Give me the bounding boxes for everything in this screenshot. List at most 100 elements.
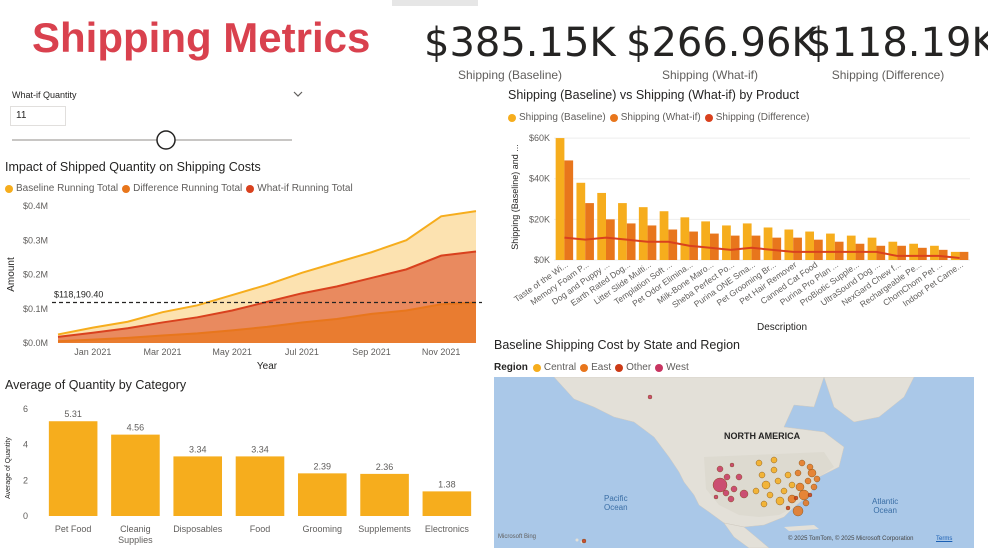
category-bar[interactable] (173, 456, 223, 516)
bar-whatif[interactable] (668, 229, 678, 260)
map-bubble-west[interactable] (727, 495, 735, 503)
map-bubble-central[interactable] (775, 496, 785, 506)
category-bar[interactable] (297, 473, 347, 516)
bar-whatif[interactable] (959, 251, 969, 260)
legend-item[interactable]: East (580, 362, 611, 373)
map-bubble-central[interactable] (780, 487, 788, 495)
map-bubble-west[interactable] (739, 489, 749, 499)
area-series-fill[interactable] (58, 302, 476, 343)
bar-baseline[interactable] (867, 237, 877, 260)
map-bubble-west[interactable] (716, 465, 724, 473)
map-bubble-central[interactable] (788, 481, 796, 489)
bar-baseline[interactable] (763, 227, 773, 260)
map-bubble-central[interactable] (760, 500, 768, 508)
bar-baseline[interactable] (722, 225, 731, 260)
map-bubble-east[interactable] (807, 468, 817, 478)
map-bubble-east[interactable] (794, 469, 802, 477)
slicer-value-input[interactable]: 11 (10, 106, 66, 126)
bar-whatif[interactable] (918, 247, 927, 260)
top-scroll-indicator[interactable] (392, 0, 478, 6)
chevron-down-icon[interactable] (292, 89, 304, 99)
map-bubble-east[interactable] (798, 459, 806, 467)
map-bubble-other[interactable] (785, 505, 791, 511)
map-bubble-west[interactable] (713, 494, 719, 500)
bar-whatif[interactable] (897, 245, 906, 260)
area-series-line[interactable] (57, 250, 477, 338)
map-bubble-central[interactable] (766, 491, 774, 499)
bar-whatif[interactable] (730, 235, 740, 260)
bar-whatif[interactable] (585, 203, 594, 260)
bar-whatif[interactable] (772, 237, 782, 260)
map-bubble-west[interactable] (735, 473, 743, 481)
map-bubble-central[interactable] (758, 471, 766, 479)
map-bubble-west[interactable] (712, 477, 728, 493)
map-canvas[interactable]: NORTH AMERICA Pacific Ocean Atlantic Ocean… (494, 377, 974, 548)
map-bubble-east[interactable] (798, 489, 810, 501)
area-series-line[interactable] (57, 210, 477, 336)
map-bubble-central[interactable] (761, 480, 771, 490)
category-bar[interactable] (235, 456, 285, 516)
legend-item[interactable]: What-if Running Total (246, 183, 353, 194)
map-bubble-east[interactable] (792, 505, 804, 517)
category-bar-chart[interactable]: 0 2 4 6 Average of Quantity 5.31 Pet Food 4.56 C… (0, 392, 488, 554)
map-bubble-east[interactable] (802, 499, 810, 507)
map-bubble-central[interactable] (752, 487, 760, 495)
legend-item[interactable]: West (655, 362, 689, 373)
map-bubble-other[interactable] (807, 492, 813, 498)
bar-baseline[interactable] (618, 203, 627, 260)
bar-whatif[interactable] (938, 249, 948, 260)
map-bubble-central[interactable] (770, 456, 778, 464)
slider-thumb[interactable] (156, 130, 176, 150)
bar-baseline[interactable] (742, 223, 752, 260)
bar-baseline[interactable] (659, 211, 669, 260)
map-bubble-west[interactable] (729, 462, 735, 468)
map-bubble-east[interactable] (795, 482, 805, 492)
bar-baseline[interactable] (784, 229, 794, 260)
category-bar[interactable] (48, 421, 98, 516)
map-bubbles[interactable] (494, 377, 974, 548)
bar-baseline[interactable] (950, 251, 960, 260)
legend-item[interactable]: Central (532, 362, 576, 373)
map-bubble-east[interactable] (806, 463, 814, 471)
map-bubble-east[interactable] (804, 477, 812, 485)
map-bubble-central[interactable] (774, 477, 782, 485)
bar-whatif[interactable] (626, 223, 636, 260)
bar-baseline[interactable] (909, 243, 918, 260)
category-bar[interactable] (422, 491, 472, 516)
map-bubble-central[interactable] (784, 471, 792, 479)
category-bar[interactable] (360, 473, 409, 516)
bar-baseline[interactable] (805, 231, 814, 260)
bar-whatif[interactable] (814, 239, 823, 260)
map-bubble-west[interactable] (647, 394, 653, 400)
bar-baseline[interactable] (846, 235, 856, 260)
bar-whatif[interactable] (793, 237, 802, 260)
map-bubble-west[interactable] (730, 485, 738, 493)
legend-item[interactable]: Shipping (Baseline) (508, 112, 606, 123)
bar-whatif[interactable] (834, 241, 844, 260)
legend-item[interactable]: Other (615, 362, 651, 373)
bar-baseline[interactable] (701, 221, 710, 260)
map-bubble-other[interactable] (793, 495, 799, 501)
bar-baseline[interactable] (576, 182, 586, 260)
map-bubble-east[interactable] (810, 483, 818, 491)
legend-item[interactable]: Difference Running Total (122, 183, 242, 194)
product-bar-chart[interactable]: $0K $20K $40K $60K Shipping (Baseline) and .… (500, 124, 988, 336)
bar-whatif[interactable] (564, 160, 574, 260)
bar-baseline[interactable] (555, 138, 565, 260)
map-bubble-east[interactable] (813, 475, 821, 483)
map-bubble-west[interactable] (722, 489, 730, 497)
map-bubble-other[interactable] (581, 538, 587, 544)
category-bar[interactable] (111, 434, 160, 516)
bar-baseline[interactable] (888, 241, 898, 260)
what-if-slider[interactable] (10, 128, 300, 152)
legend-item[interactable]: Shipping (What-if) (609, 112, 701, 123)
bar-whatif[interactable] (606, 219, 615, 260)
legend-item[interactable]: Shipping (Difference) (704, 112, 810, 123)
difference-line[interactable] (564, 236, 960, 259)
bar-baseline[interactable] (826, 233, 835, 260)
bar-baseline[interactable] (638, 207, 648, 260)
map-bubble-central[interactable] (770, 466, 778, 474)
map-terms-link[interactable]: Terms (936, 536, 953, 542)
bar-whatif[interactable] (647, 225, 657, 260)
area-series-line[interactable] (57, 301, 477, 343)
